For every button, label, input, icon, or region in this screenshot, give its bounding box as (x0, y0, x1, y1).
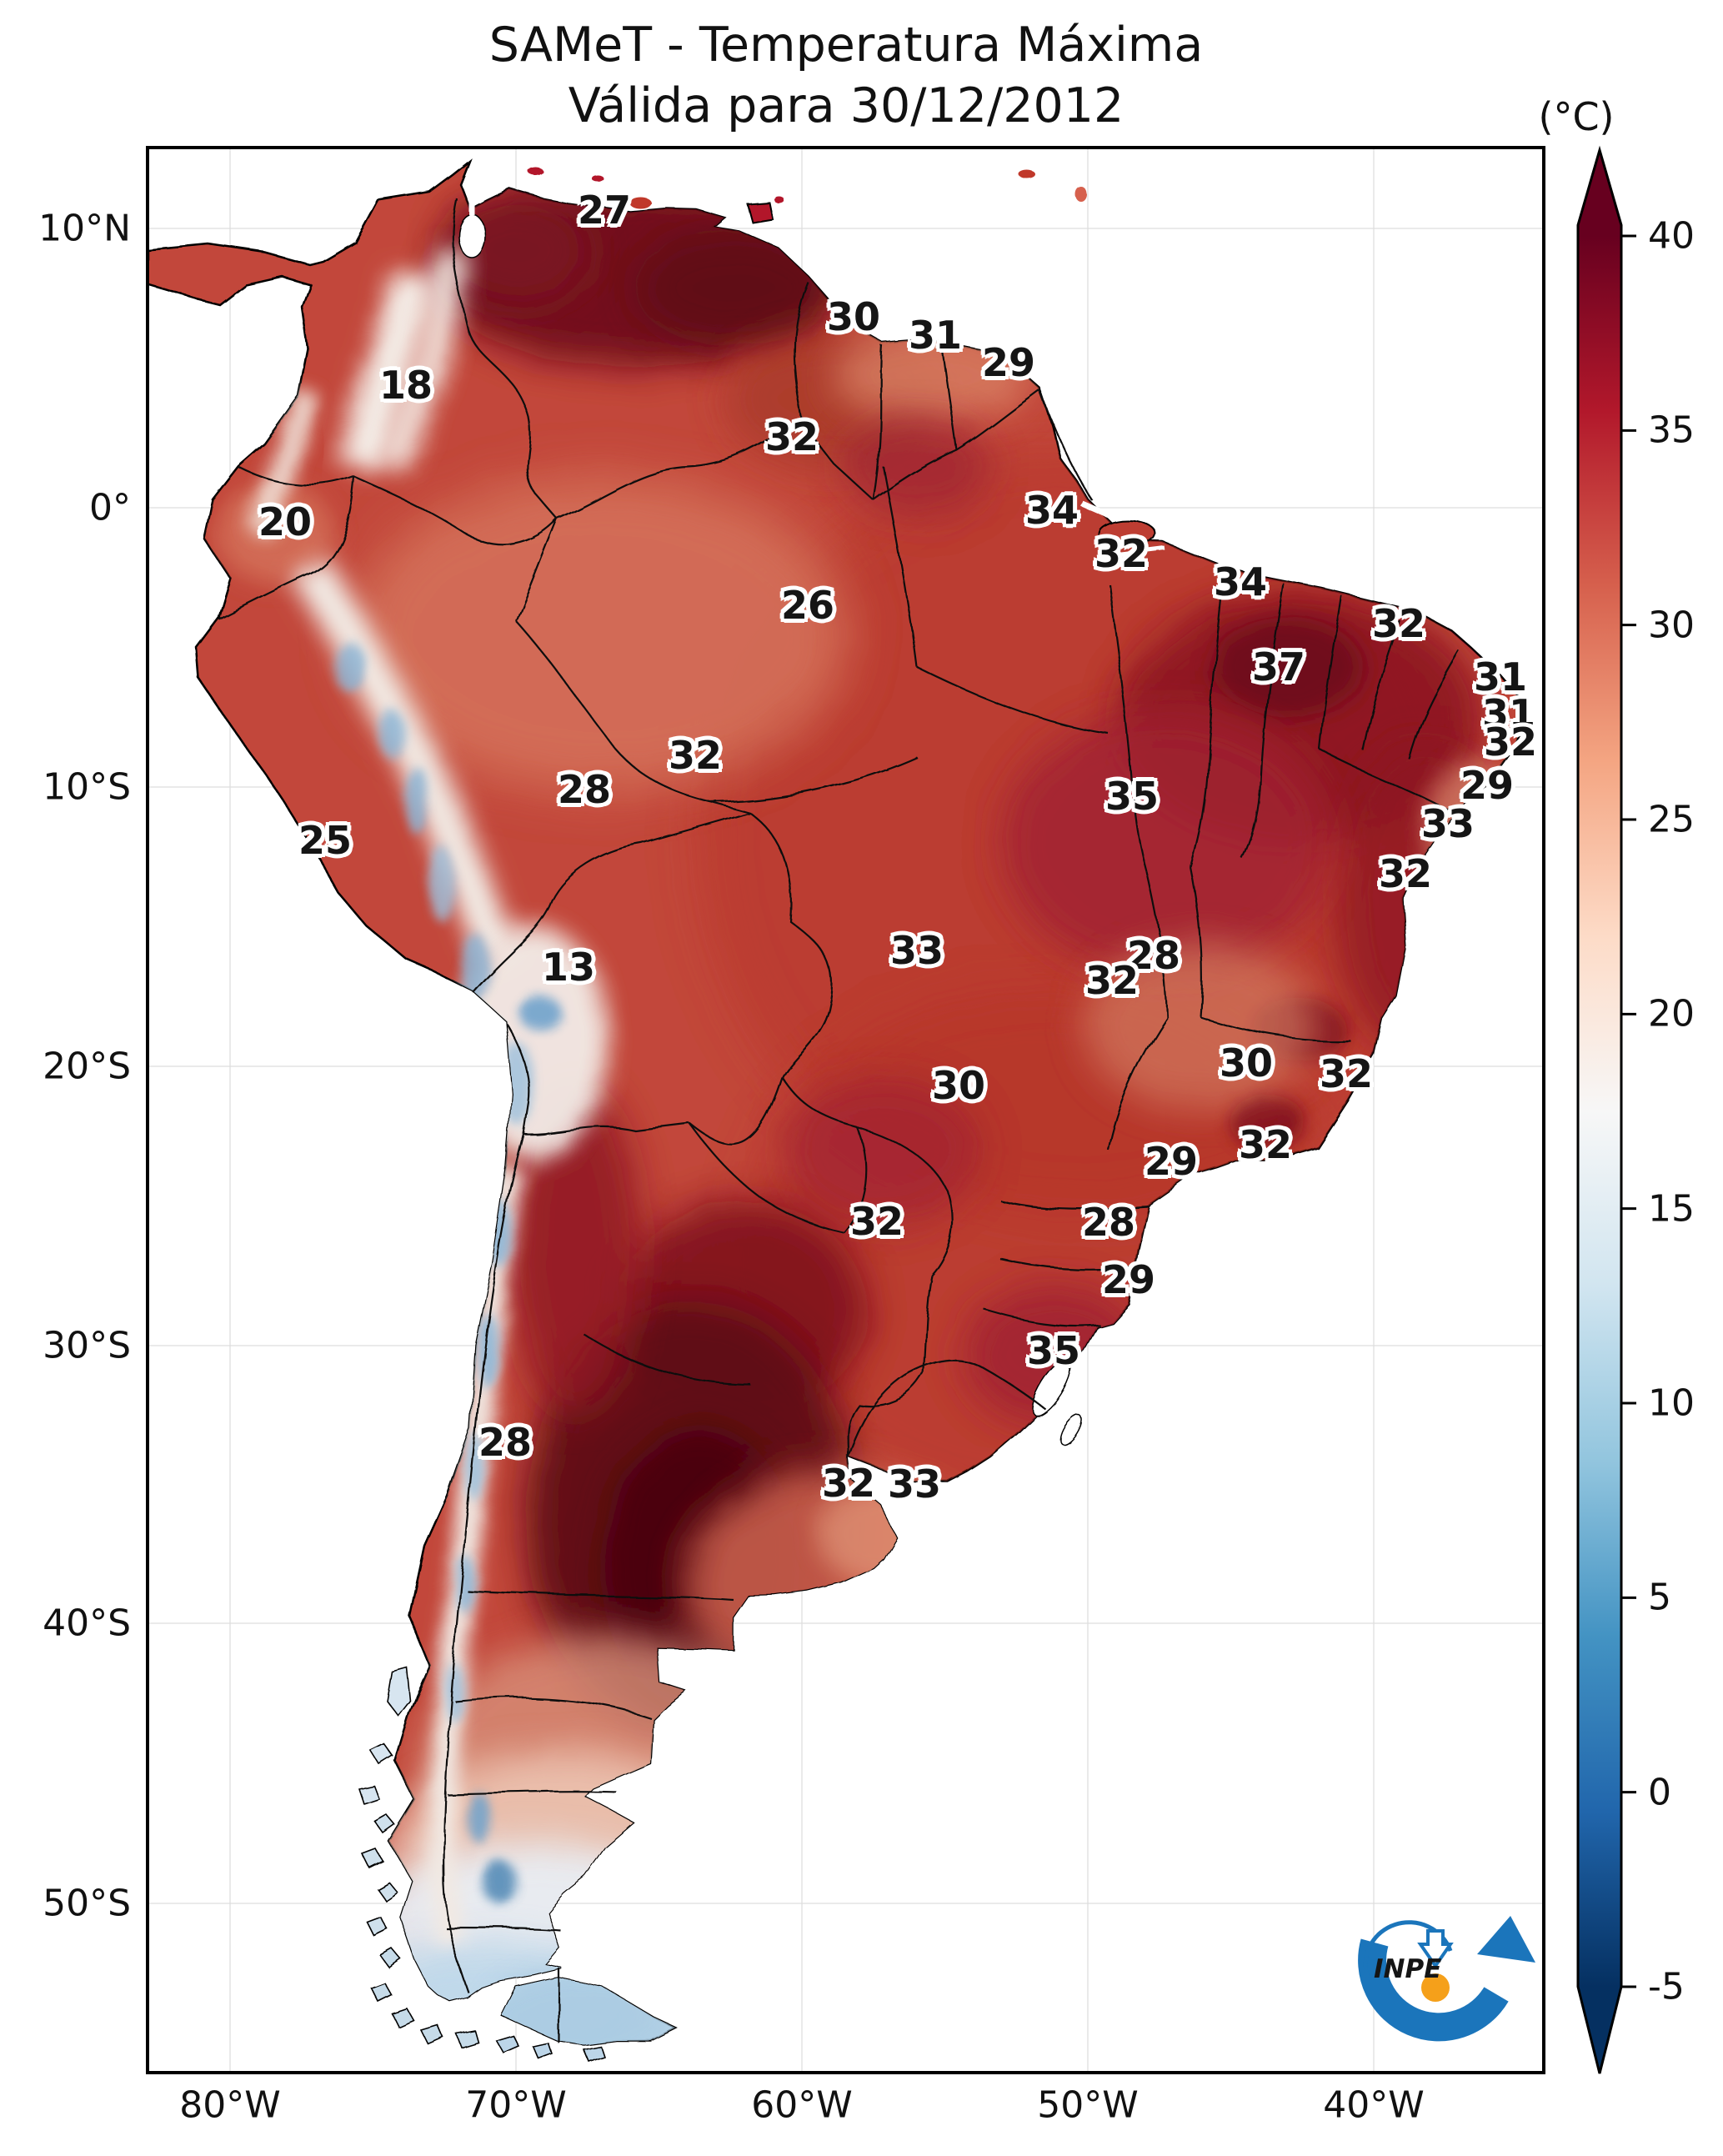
lat-axis-label: 10°N (38, 207, 131, 250)
temp-annotation: 34 (1024, 488, 1079, 533)
figure-title: SAMeT - Temperatura Máxima (488, 18, 1204, 73)
temp-annotation: 32 (1371, 601, 1426, 646)
temp-annotation: 28 (1081, 1200, 1136, 1245)
temp-annotation: 18 (378, 363, 433, 408)
temp-annotation: 32 (764, 414, 819, 459)
colorbar (1576, 145, 1636, 2074)
lon-axis-label: 80°W (179, 2083, 281, 2127)
colorbar-unit-label: (°C) (1538, 94, 1615, 139)
plot-frame (146, 146, 1545, 2074)
inpe-logo: INPE (1358, 1916, 1535, 2042)
temp-annotation: 32 (1483, 720, 1538, 765)
temp-annotation: 27 (577, 188, 632, 233)
lat-axis-label: 20°S (43, 1045, 131, 1088)
colorbar-tick-label: -5 (1648, 1965, 1685, 2008)
lat-axis-label: 30°S (43, 1324, 131, 1367)
country-state-borders (218, 198, 1468, 2043)
temp-annotation: 13 (541, 945, 596, 990)
lon-axis-label: 40°W (1323, 2083, 1425, 2127)
temp-annotation: 30 (1219, 1040, 1274, 1086)
temp-annotation: 20 (258, 499, 313, 544)
temp-annotation: 32 (668, 733, 723, 778)
temp-annotation: 26 (780, 583, 835, 628)
temp-annotation: 29 (1101, 1257, 1156, 1302)
temp-annotation: 28 (557, 767, 612, 812)
lon-axis-label: 70°W (465, 2083, 567, 2127)
temp-annotation: 32 (1378, 851, 1433, 896)
figure-title-block: SAMeT - Temperatura Máxima Válida para 3… (489, 15, 1204, 137)
lon-axis-label: 60°W (751, 2083, 853, 2127)
colorbar-tick-label: 15 (1648, 1187, 1695, 1231)
colorbar-bar (1576, 145, 1623, 2074)
temp-annotation: 32 (1084, 958, 1139, 1003)
logo-arrowhead (1477, 1916, 1535, 1963)
temp-annotation: 33 (889, 928, 944, 973)
temp-annotation: 32 (849, 1199, 904, 1244)
temp-annotation: 31 (908, 313, 963, 358)
colorbar-tick-label: 10 (1648, 1381, 1695, 1425)
temp-annotation: 29 (1460, 763, 1515, 808)
temp-annotation: 33 (1420, 801, 1475, 846)
colorbar-tick-label: 30 (1648, 604, 1695, 647)
temp-annotation: 32 (1094, 531, 1149, 576)
temp-annotation: 28 (478, 1420, 533, 1465)
temp-annotation: 30 (931, 1063, 986, 1108)
temp-annotation: 35 (1104, 774, 1160, 819)
temp-annotation: 25 (298, 818, 353, 863)
lat-axis-label: 10°S (43, 765, 131, 809)
logo-text: INPE (1374, 1954, 1441, 1984)
temp-annotation: 32 (821, 1461, 876, 1506)
temp-annotation: 28 (1126, 933, 1181, 978)
temp-annotation: 37 (1251, 644, 1306, 689)
colorbar-ticks (1621, 234, 1636, 1988)
temp-annotation: 35 (1026, 1328, 1081, 1373)
temp-annotation: 32 (1238, 1122, 1293, 1167)
temp-annotation: 29 (1144, 1139, 1199, 1184)
logo-down-arrow (1417, 1929, 1454, 1969)
lon-axis-label: 50°W (1037, 2083, 1139, 2127)
colorbar-tick-label: 35 (1648, 409, 1695, 452)
colorbar-tick-label: 5 (1648, 1576, 1671, 1619)
lat-axis-label: 50°S (43, 1882, 131, 1925)
colorbar-tick-label: 20 (1648, 992, 1695, 1035)
colorbar-tick-label: 25 (1648, 798, 1695, 841)
temp-annotation: 32 (1319, 1051, 1374, 1096)
temp-annotation: 31 (1473, 654, 1528, 699)
temp-annotation: 31 (1481, 691, 1536, 736)
temp-annotation: 29 (981, 340, 1036, 385)
lat-axis-label: 40°S (43, 1602, 131, 1645)
south-america-map-art (148, 158, 1524, 2062)
colorbar-tick-label: 40 (1648, 214, 1695, 258)
figure-subtitle: Válida para 30/12/2012 (568, 78, 1124, 133)
lat-axis-label: 0° (89, 486, 131, 529)
islands (357, 167, 1086, 2062)
temp-annotation: 34 (1213, 559, 1268, 604)
temp-annotation: 30 (826, 294, 881, 339)
logo-orange-dot (1421, 1973, 1450, 2002)
logo-swoosh-arrow (1358, 1938, 1509, 2042)
temp-annotation: 33 (887, 1462, 942, 1507)
colorbar-tick-label: 0 (1648, 1771, 1671, 1814)
